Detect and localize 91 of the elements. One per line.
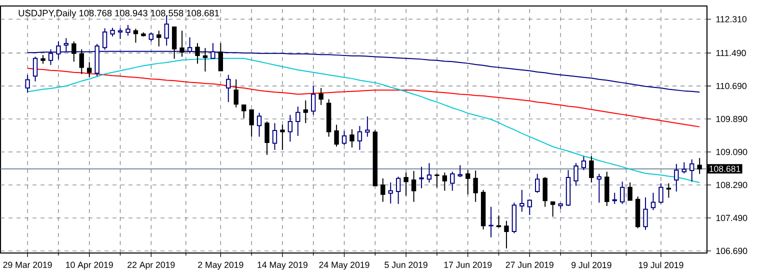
x-tick-label: 9 Jul 2019	[572, 262, 612, 268]
candlestick	[249, 109, 254, 138]
candlestick	[527, 198, 532, 216]
candlestick	[535, 173, 540, 194]
candlestick	[334, 124, 339, 148]
candlestick	[388, 182, 393, 204]
candlestick	[550, 201, 556, 218]
candlestick	[311, 85, 316, 116]
candlestick	[434, 172, 440, 188]
x-tick-label: 24 May 2019	[319, 262, 370, 270]
candlestick	[643, 196, 648, 230]
ref-line-label: 108.681	[710, 166, 740, 172]
candlestick	[256, 112, 262, 138]
candlestick	[86, 62, 92, 78]
candlestick	[72, 40, 76, 62]
candlestick	[589, 156, 594, 183]
x-tick-label: 19 Jul 2019	[638, 262, 684, 268]
candlestick	[496, 214, 502, 228]
candlestick	[488, 206, 494, 238]
candlestick	[458, 164, 462, 178]
y-tick-label: 106.690	[716, 248, 748, 254]
candlestick	[303, 100, 308, 124]
candlestick	[218, 42, 224, 72]
candlestick	[164, 14, 169, 46]
x-tick-label: 27 Jun 2019	[506, 262, 554, 268]
candlestick	[650, 192, 656, 211]
candlestick	[25, 74, 30, 94]
y-tick-label: 107.490	[716, 214, 748, 222]
candlestick	[133, 28, 138, 44]
candlestick	[226, 74, 231, 103]
candlestick	[118, 28, 123, 40]
candlestick	[411, 170, 416, 202]
candlestick	[342, 130, 347, 146]
candlestick	[380, 178, 386, 202]
candlestick	[628, 182, 632, 201]
x-tick-label: 10 Apr 2019	[66, 262, 113, 270]
candlestick	[396, 176, 401, 204]
candlestick	[682, 162, 686, 174]
candlestick	[318, 88, 324, 106]
candlestick	[697, 158, 702, 174]
candlestick	[172, 26, 177, 60]
candlestick	[426, 162, 432, 183]
candlestick	[357, 125, 362, 150]
candlestick	[612, 192, 617, 204]
candlestick	[442, 172, 448, 192]
candlestick	[241, 104, 246, 119]
x-tick-label: 5 Jun 2019	[384, 262, 428, 268]
candlestick	[180, 30, 184, 58]
x-tick-label: 14 May 2019	[258, 262, 308, 270]
x-tick-label: 17 Jun 2019	[444, 262, 492, 268]
chart-title: USDJPY,Daily 108.768 108.943 108.558 108.681	[18, 10, 219, 18]
candlestick	[32, 56, 38, 82]
y-tick-label: 110.690	[716, 82, 747, 90]
candlestick	[296, 106, 300, 136]
x-tick-label: 29 Mar 2019	[3, 262, 52, 268]
x-tick-label: 2 May 2019	[198, 262, 244, 270]
y-tick-label: 109.090	[716, 148, 748, 156]
candlestick	[520, 189, 524, 212]
candlestick	[574, 162, 578, 186]
candlestick	[272, 122, 278, 150]
candlestick	[473, 170, 478, 202]
y-tick-label: 111.490	[716, 50, 746, 56]
y-tick-label: 108.290	[716, 182, 748, 188]
candlestick	[596, 173, 602, 204]
candlestick	[450, 171, 455, 192]
candlestick	[419, 166, 424, 189]
y-tick-label: 112.310	[716, 16, 747, 22]
candlestick	[350, 128, 354, 148]
candlestick	[156, 30, 162, 47]
candlestick	[620, 181, 625, 204]
candlestick	[264, 120, 270, 156]
candlestick	[404, 172, 408, 196]
candlestick	[126, 24, 130, 36]
candlestick	[674, 163, 679, 192]
candlestick	[581, 156, 586, 171]
y-tick-label: 109.890	[716, 116, 748, 122]
candlestick	[280, 124, 285, 150]
candlestick	[504, 220, 509, 249]
candlestick	[288, 114, 293, 142]
candlestick	[148, 32, 154, 42]
candlestick	[465, 170, 470, 195]
candlestick	[658, 182, 664, 204]
candlestick	[365, 116, 370, 138]
candlestick	[79, 48, 84, 75]
candlestick	[195, 42, 200, 64]
candlestick	[666, 182, 672, 198]
candlestick	[689, 158, 694, 182]
x-tick-label: 22 Apr 2019	[128, 262, 175, 270]
candlestick	[234, 78, 238, 108]
candlestick	[542, 176, 548, 208]
candlestick	[202, 48, 208, 72]
